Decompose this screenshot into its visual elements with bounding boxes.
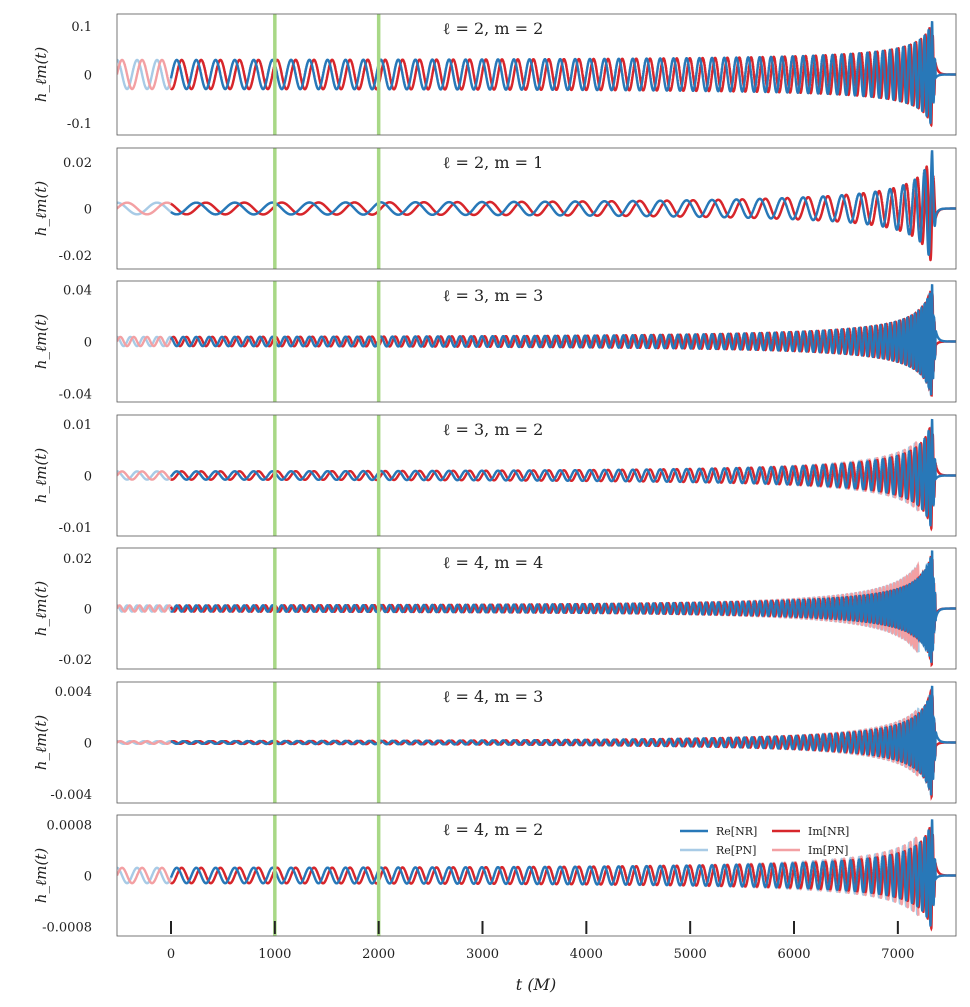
y-tick-label: 0.004 [55,685,92,700]
y-tick-label: 0 [84,336,92,351]
y-axis-label: h_ℓm(t) [32,448,50,504]
panel-title: ℓ = 4, m = 3 [443,687,544,706]
panels-group: ℓ = 2, m = 2 0.1 0 -0.1 h_ℓm(t) ℓ = 2, m = 1 0… [32,14,956,936]
x-axis-label: t (M) [516,975,556,994]
y-tick-label: -0.04 [59,388,92,403]
panel-title: ℓ = 3, m = 3 [443,286,544,305]
y-tick-label: -0.01 [59,521,92,536]
y-tick-label: -0.1 [67,117,92,132]
legend-label: Re[NR] [716,825,757,838]
legend-label: Re[PN] [716,844,756,857]
x-tick-label: 5000 [674,947,707,962]
y-axis-label: h_ℓm(t) [32,47,50,103]
series-re-nr [171,419,956,525]
y-axis-label: h_ℓm(t) [32,581,50,637]
y-tick-label: 0.02 [63,156,92,171]
panel-1: ℓ = 2, m = 2 0.1 0 -0.1 h_ℓm(t) [32,14,956,135]
panel-title: ℓ = 2, m = 2 [443,19,544,38]
legend-label: Im[PN] [808,844,848,857]
panel-title: ℓ = 4, m = 2 [443,820,544,839]
y-tick-label: 0.04 [63,283,92,298]
panel-6: ℓ = 4, m = 3 0.004 0 -0.004 h_ℓm(t) [32,682,956,803]
y-tick-label: 0 [84,470,92,485]
panel-5: ℓ = 4, m = 4 0.02 0 -0.02 h_ℓm(t) [32,548,956,669]
x-tick-label: 3000 [466,947,499,962]
panel-title: ℓ = 2, m = 1 [443,153,544,172]
legend-item-im-pn-: Im[PN] [772,844,848,857]
panel-2: ℓ = 2, m = 1 0.02 0 -0.02 h_ℓm(t) [32,148,956,269]
y-axis-label: h_ℓm(t) [32,314,50,370]
y-tick-label: 0.01 [63,418,92,433]
legend-item-re-pn-: Re[PN] [680,844,756,857]
y-tick-label: -0.004 [50,788,92,803]
x-tick-label: 0 [167,947,175,962]
y-tick-label: -0.02 [59,249,92,264]
legend-item-re-nr-: Re[NR] [680,825,757,838]
x-tick-label: 4000 [570,947,603,962]
y-tick-label: 0.1 [71,20,92,35]
series-re-nr [171,150,956,254]
y-tick-label: 0 [84,870,92,885]
panel-4: ℓ = 3, m = 2 0.01 0 -0.01 h_ℓm(t) [32,415,956,536]
y-axis-label: h_ℓm(t) [32,715,50,771]
panel-title: ℓ = 4, m = 4 [443,553,544,572]
x-tick-label: 1000 [258,947,291,962]
panel-title: ℓ = 3, m = 2 [443,420,544,439]
legend: Re[NR] Im[NR] Re[PN] Im[PN] [680,825,849,857]
y-tick-label: 0 [84,603,92,618]
legend-label: Im[NR] [808,825,849,838]
y-tick-label: 0.02 [63,552,92,567]
y-tick-label: 0.0008 [47,819,93,834]
panel-3: ℓ = 3, m = 3 0.04 0 -0.04 h_ℓm(t) [32,281,956,403]
y-tick-label: -0.02 [59,653,92,668]
y-axis-label: h_ℓm(t) [32,848,50,904]
x-tick-label: 2000 [362,947,395,962]
y-axis-label: h_ℓm(t) [32,181,50,237]
y-tick-label: 0 [84,69,92,84]
legend-item-im-nr-: Im[NR] [772,825,849,838]
y-tick-label: 0 [84,737,92,752]
x-tick-label: 6000 [777,947,810,962]
y-tick-label: -0.0008 [42,920,92,935]
x-axis: 0 1000 2000 3000 4000 5000 6000 7000 [167,921,915,962]
y-tick-label: 0 [84,203,92,218]
x-tick-label: 7000 [881,947,914,962]
series-re-nr [171,21,956,122]
